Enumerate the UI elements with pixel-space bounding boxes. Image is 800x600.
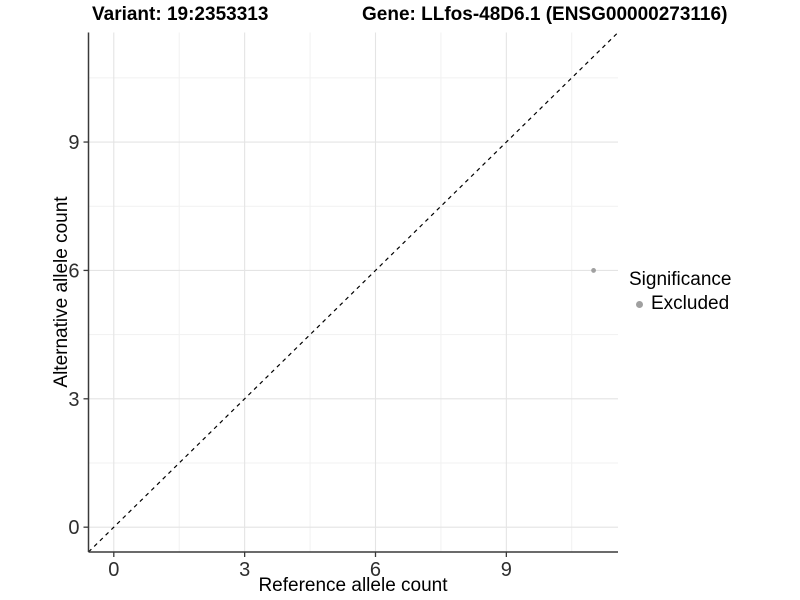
x-axis-title: Reference allele count [258, 575, 448, 596]
plot-title-variant: Variant: 19:2353313 [92, 4, 269, 25]
x-tick-label: 6 [370, 559, 381, 581]
legend: Significance Excluded [629, 269, 731, 315]
y-tick-label: 9 [68, 132, 79, 154]
y-tick-label: 6 [68, 260, 79, 282]
excluded-point-marker-icon [636, 300, 643, 308]
identity-reference-line [88, 32, 619, 553]
legend-title: Significance [629, 269, 732, 290]
y-tick-label: 3 [68, 389, 79, 411]
x-tick-label: 0 [108, 559, 119, 581]
y-axis-title: Alternative allele count [51, 196, 72, 388]
x-tick-label: 9 [501, 559, 512, 581]
legend-item-label: Excluded [651, 293, 730, 314]
data-point [591, 268, 596, 273]
plot-title-gene: Gene: LLfos-48D6.1 (ENSG00000273116) [362, 4, 728, 25]
legend-item-excluded: Excluded [629, 293, 731, 315]
y-tick-label: 0 [68, 517, 79, 539]
x-tick-label: 3 [239, 559, 250, 581]
